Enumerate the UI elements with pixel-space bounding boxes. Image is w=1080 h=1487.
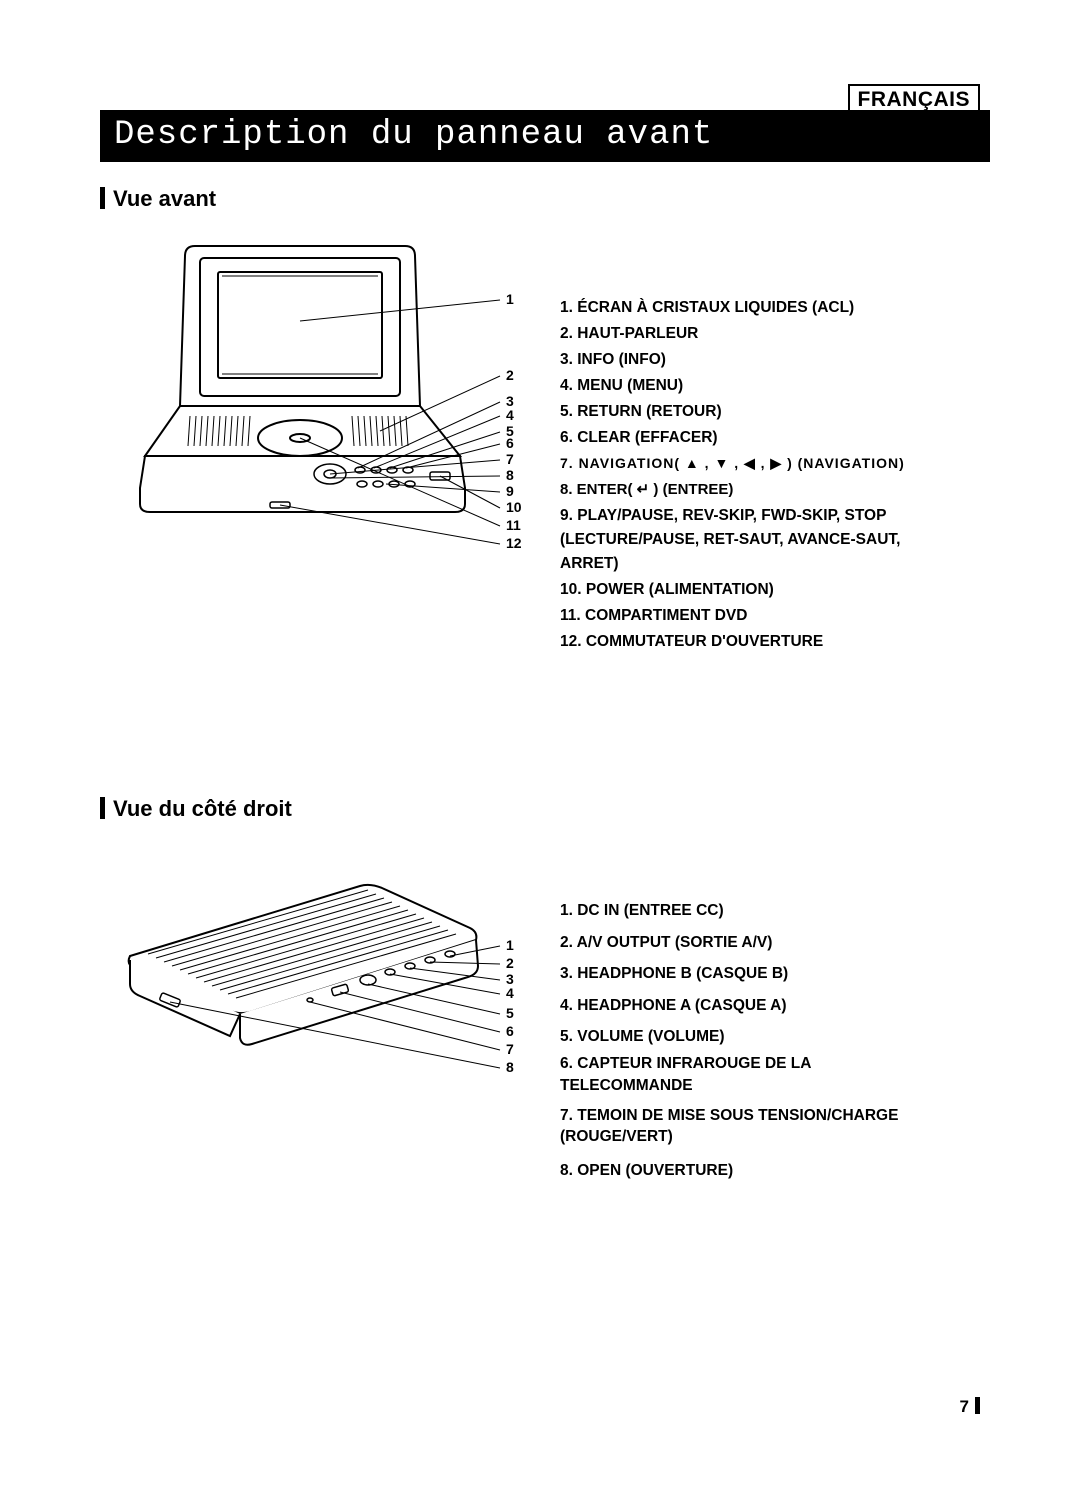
list-item: 6. CLEAR (EFFACER) — [560, 426, 990, 450]
callout-num: 5 — [506, 1005, 514, 1021]
section-heading-right: Vue du côté droit — [100, 796, 990, 822]
right-view-illustration: 1 2 3 4 5 6 7 8 — [100, 836, 530, 1136]
language-badge: FRANÇAIS — [848, 84, 981, 116]
callout-num: 10 — [506, 499, 522, 515]
list-item: 3. HEADPHONE B (CASQUE B) — [560, 959, 990, 988]
manual-page: FRANÇAIS Description du panneau avant Vu… — [0, 0, 1080, 1487]
list-item: 7. TEMOIN DE MISE SOUS TENSION/CHARGE (R… — [560, 1105, 940, 1148]
callout-num: 6 — [506, 1023, 514, 1039]
heading-text: Vue du côté droit — [113, 796, 292, 821]
callout-num: 4 — [506, 985, 514, 1001]
diagram-front: 1 2 3 4 5 6 7 8 9 10 11 12 — [100, 226, 530, 646]
callout-num: 4 — [506, 407, 514, 423]
list-item: 6. CAPTEUR INFRAROUGE DE LA TELECOMMANDE — [560, 1053, 920, 1096]
list-item: 5. RETURN (RETOUR) — [560, 400, 990, 424]
front-view-illustration: 1 2 3 4 5 6 7 8 9 10 11 12 — [100, 226, 530, 646]
page-number: 7 — [960, 1397, 980, 1417]
callout-num: 11 — [506, 517, 521, 533]
list-item: 1. ÉCRAN À CRISTAUX LIQUIDES (ACL) — [560, 296, 990, 320]
heading-text: Vue avant — [113, 186, 216, 211]
list-item: 1. DC IN (ENTREE CC) — [560, 896, 990, 925]
callout-num: 8 — [506, 467, 514, 483]
callout-num: 2 — [506, 955, 514, 971]
heading-bar-icon — [100, 797, 105, 819]
page-title: Description du panneau avant — [100, 110, 990, 162]
section-heading-front: Vue avant — [100, 186, 990, 212]
feature-list-front: 1. ÉCRAN À CRISTAUX LIQUIDES (ACL) 2. HA… — [530, 226, 990, 656]
callout-num: 8 — [506, 1059, 514, 1075]
heading-bar-icon — [100, 187, 105, 209]
section-front-view: 1 2 3 4 5 6 7 8 9 10 11 12 1. ÉCRAN À CR… — [100, 226, 990, 656]
feature-list-right: 1. DC IN (ENTREE CC) 2. A/V OUTPUT (SORT… — [530, 836, 990, 1187]
list-item: 3. INFO (INFO) — [560, 348, 990, 372]
page-bar-icon — [975, 1397, 980, 1414]
callout-num: 9 — [506, 483, 514, 499]
list-item: 8. ENTER( ↵ ) (ENTREE) — [560, 478, 990, 502]
callout-num: 1 — [506, 291, 514, 307]
list-item: 8. OPEN (OUVERTURE) — [560, 1156, 990, 1185]
callout-num: 7 — [506, 451, 514, 467]
section-right-view: 1 2 3 4 5 6 7 8 1. DC IN (ENTREE CC) 2. … — [100, 836, 990, 1187]
callout-num: 12 — [506, 535, 522, 551]
list-item: 10. POWER (ALIMENTATION) — [560, 578, 990, 602]
diagram-right: 1 2 3 4 5 6 7 8 — [100, 836, 530, 1136]
callout-num: 7 — [506, 1041, 514, 1057]
list-item: 9. PLAY/PAUSE, REV-SKIP, FWD-SKIP, STOP … — [560, 504, 920, 576]
callout-num: 1 — [506, 937, 514, 953]
list-item: 5. VOLUME (VOLUME) — [560, 1022, 990, 1051]
list-item: 4. HEADPHONE A (CASQUE A) — [560, 991, 990, 1020]
list-item: 12. COMMUTATEUR D'OUVERTURE — [560, 630, 990, 654]
list-item: 11. COMPARTIMENT DVD — [560, 604, 990, 628]
list-item: 4. MENU (MENU) — [560, 374, 990, 398]
list-item: 2. A/V OUTPUT (SORTIE A/V) — [560, 928, 990, 957]
list-item: 7. NAVIGATION( ▲ , ▼ , ◀ , ▶ ) (NAVIGATI… — [560, 452, 990, 476]
callout-num: 6 — [506, 435, 514, 451]
callout-num: 2 — [506, 367, 514, 383]
list-item: 2. HAUT-PARLEUR — [560, 322, 990, 346]
